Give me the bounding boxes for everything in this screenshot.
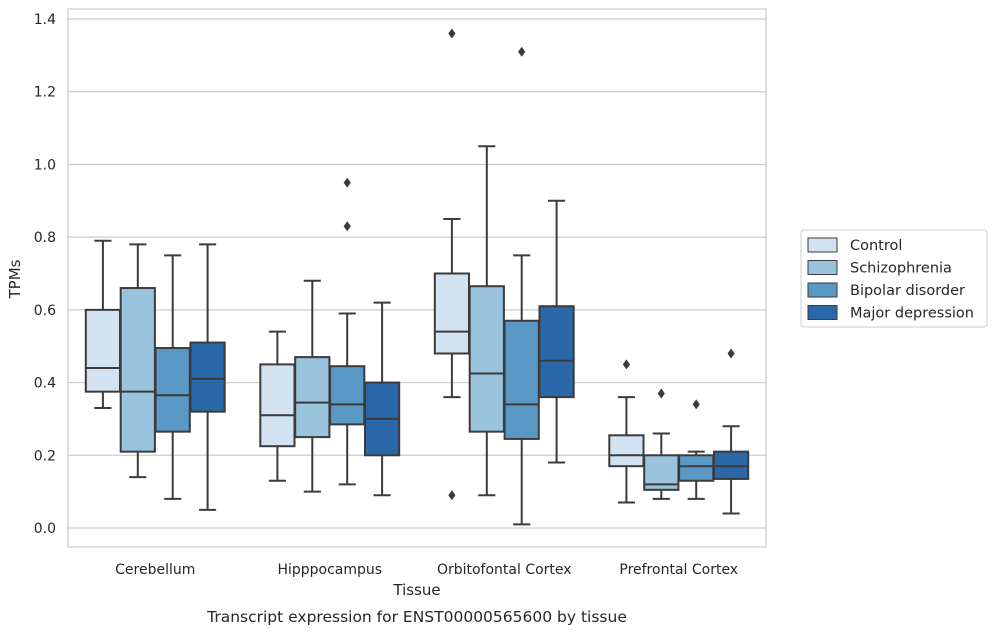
outlier-point <box>448 490 456 501</box>
box-iqr <box>608 434 645 468</box>
outlier-point <box>518 46 526 57</box>
outlier-point <box>343 221 351 232</box>
box-iqr <box>189 341 226 413</box>
y-tick-label: 1.0 <box>34 157 56 173</box>
box-0-2 <box>154 254 191 500</box>
y-axis-ticks: 0.0 0.2 0.4 0.6 0.8 1.0 1.2 1.4 <box>34 12 56 537</box>
x-axis-title: Tissue <box>392 581 440 599</box>
plot-area-frame <box>67 8 767 548</box>
box-3-3 <box>712 348 750 515</box>
legend-swatch <box>807 305 838 320</box>
box-iqr <box>119 287 156 453</box>
box-iqr <box>503 319 540 440</box>
box-iqr <box>433 272 471 355</box>
x-tick-label: Cerebellum <box>115 562 195 578</box>
box-2-1 <box>468 145 505 497</box>
box-iqr <box>154 347 191 433</box>
box-2-2 <box>503 46 540 526</box>
box-0-1 <box>119 243 156 479</box>
x-tick-label: Hipppocampus <box>277 562 382 578</box>
y-tick-label: 0.4 <box>34 376 56 392</box>
x-tick-label: Prefrontal Cortex <box>619 562 738 578</box>
box-1-0 <box>259 330 296 482</box>
boxes <box>84 28 750 526</box>
box-1-2 <box>329 177 366 486</box>
x-tick-label: Orbitofontal Cortex <box>437 562 572 578</box>
chart-caption: Transcript expression for ENST0000056560… <box>206 608 627 626</box>
legend-swatch <box>807 260 838 275</box>
legend-label: Bipolar disorder <box>850 283 965 299</box>
outlier-point <box>448 28 456 39</box>
box-2-3 <box>538 199 575 464</box>
y-axis-title: TPMs <box>6 259 24 299</box>
y-tick-label: 0.2 <box>34 448 56 464</box>
legend-frame <box>800 229 988 328</box>
outlier-point <box>727 348 735 359</box>
legend-label: Control <box>850 238 902 254</box>
box-0-3 <box>189 243 226 511</box>
box-iqr <box>538 305 575 399</box>
y-tick-label: 0.6 <box>34 303 56 319</box>
box-iqr <box>329 365 366 426</box>
box-2-0 <box>433 28 471 501</box>
x-axis-ticks: Cerebellum Hipppocampus Orbitofontal Corte… <box>115 562 738 578</box>
box-3-2 <box>678 399 715 500</box>
box-3-0 <box>608 359 645 504</box>
box-iqr <box>468 285 505 433</box>
legend-swatch <box>807 237 838 253</box>
box-0-0 <box>84 239 122 410</box>
box-iqr <box>259 363 296 448</box>
outlier-point <box>343 177 351 188</box>
legend-swatch <box>807 282 838 298</box>
box-1-1 <box>294 279 331 493</box>
box-iqr <box>678 454 715 482</box>
box-iqr <box>84 308 122 393</box>
y-tick-label: 0.0 <box>34 521 56 537</box>
legend-label: Schizophrenia <box>850 261 952 277</box>
outlier-point <box>657 388 665 399</box>
box-3-1 <box>643 388 680 500</box>
legend-label: Major depression <box>850 306 974 322</box>
y-tick-label: 0.8 <box>34 230 56 246</box>
outlier-point <box>692 399 700 410</box>
box-1-3 <box>363 301 401 497</box>
box-iqr <box>294 356 331 439</box>
legend: Control Schizophrenia Bipolar disorder Majo… <box>800 229 988 328</box>
outlier-point <box>622 359 630 370</box>
y-tick-label: 1.4 <box>34 12 56 28</box>
y-tick-label: 1.2 <box>34 85 56 101</box>
